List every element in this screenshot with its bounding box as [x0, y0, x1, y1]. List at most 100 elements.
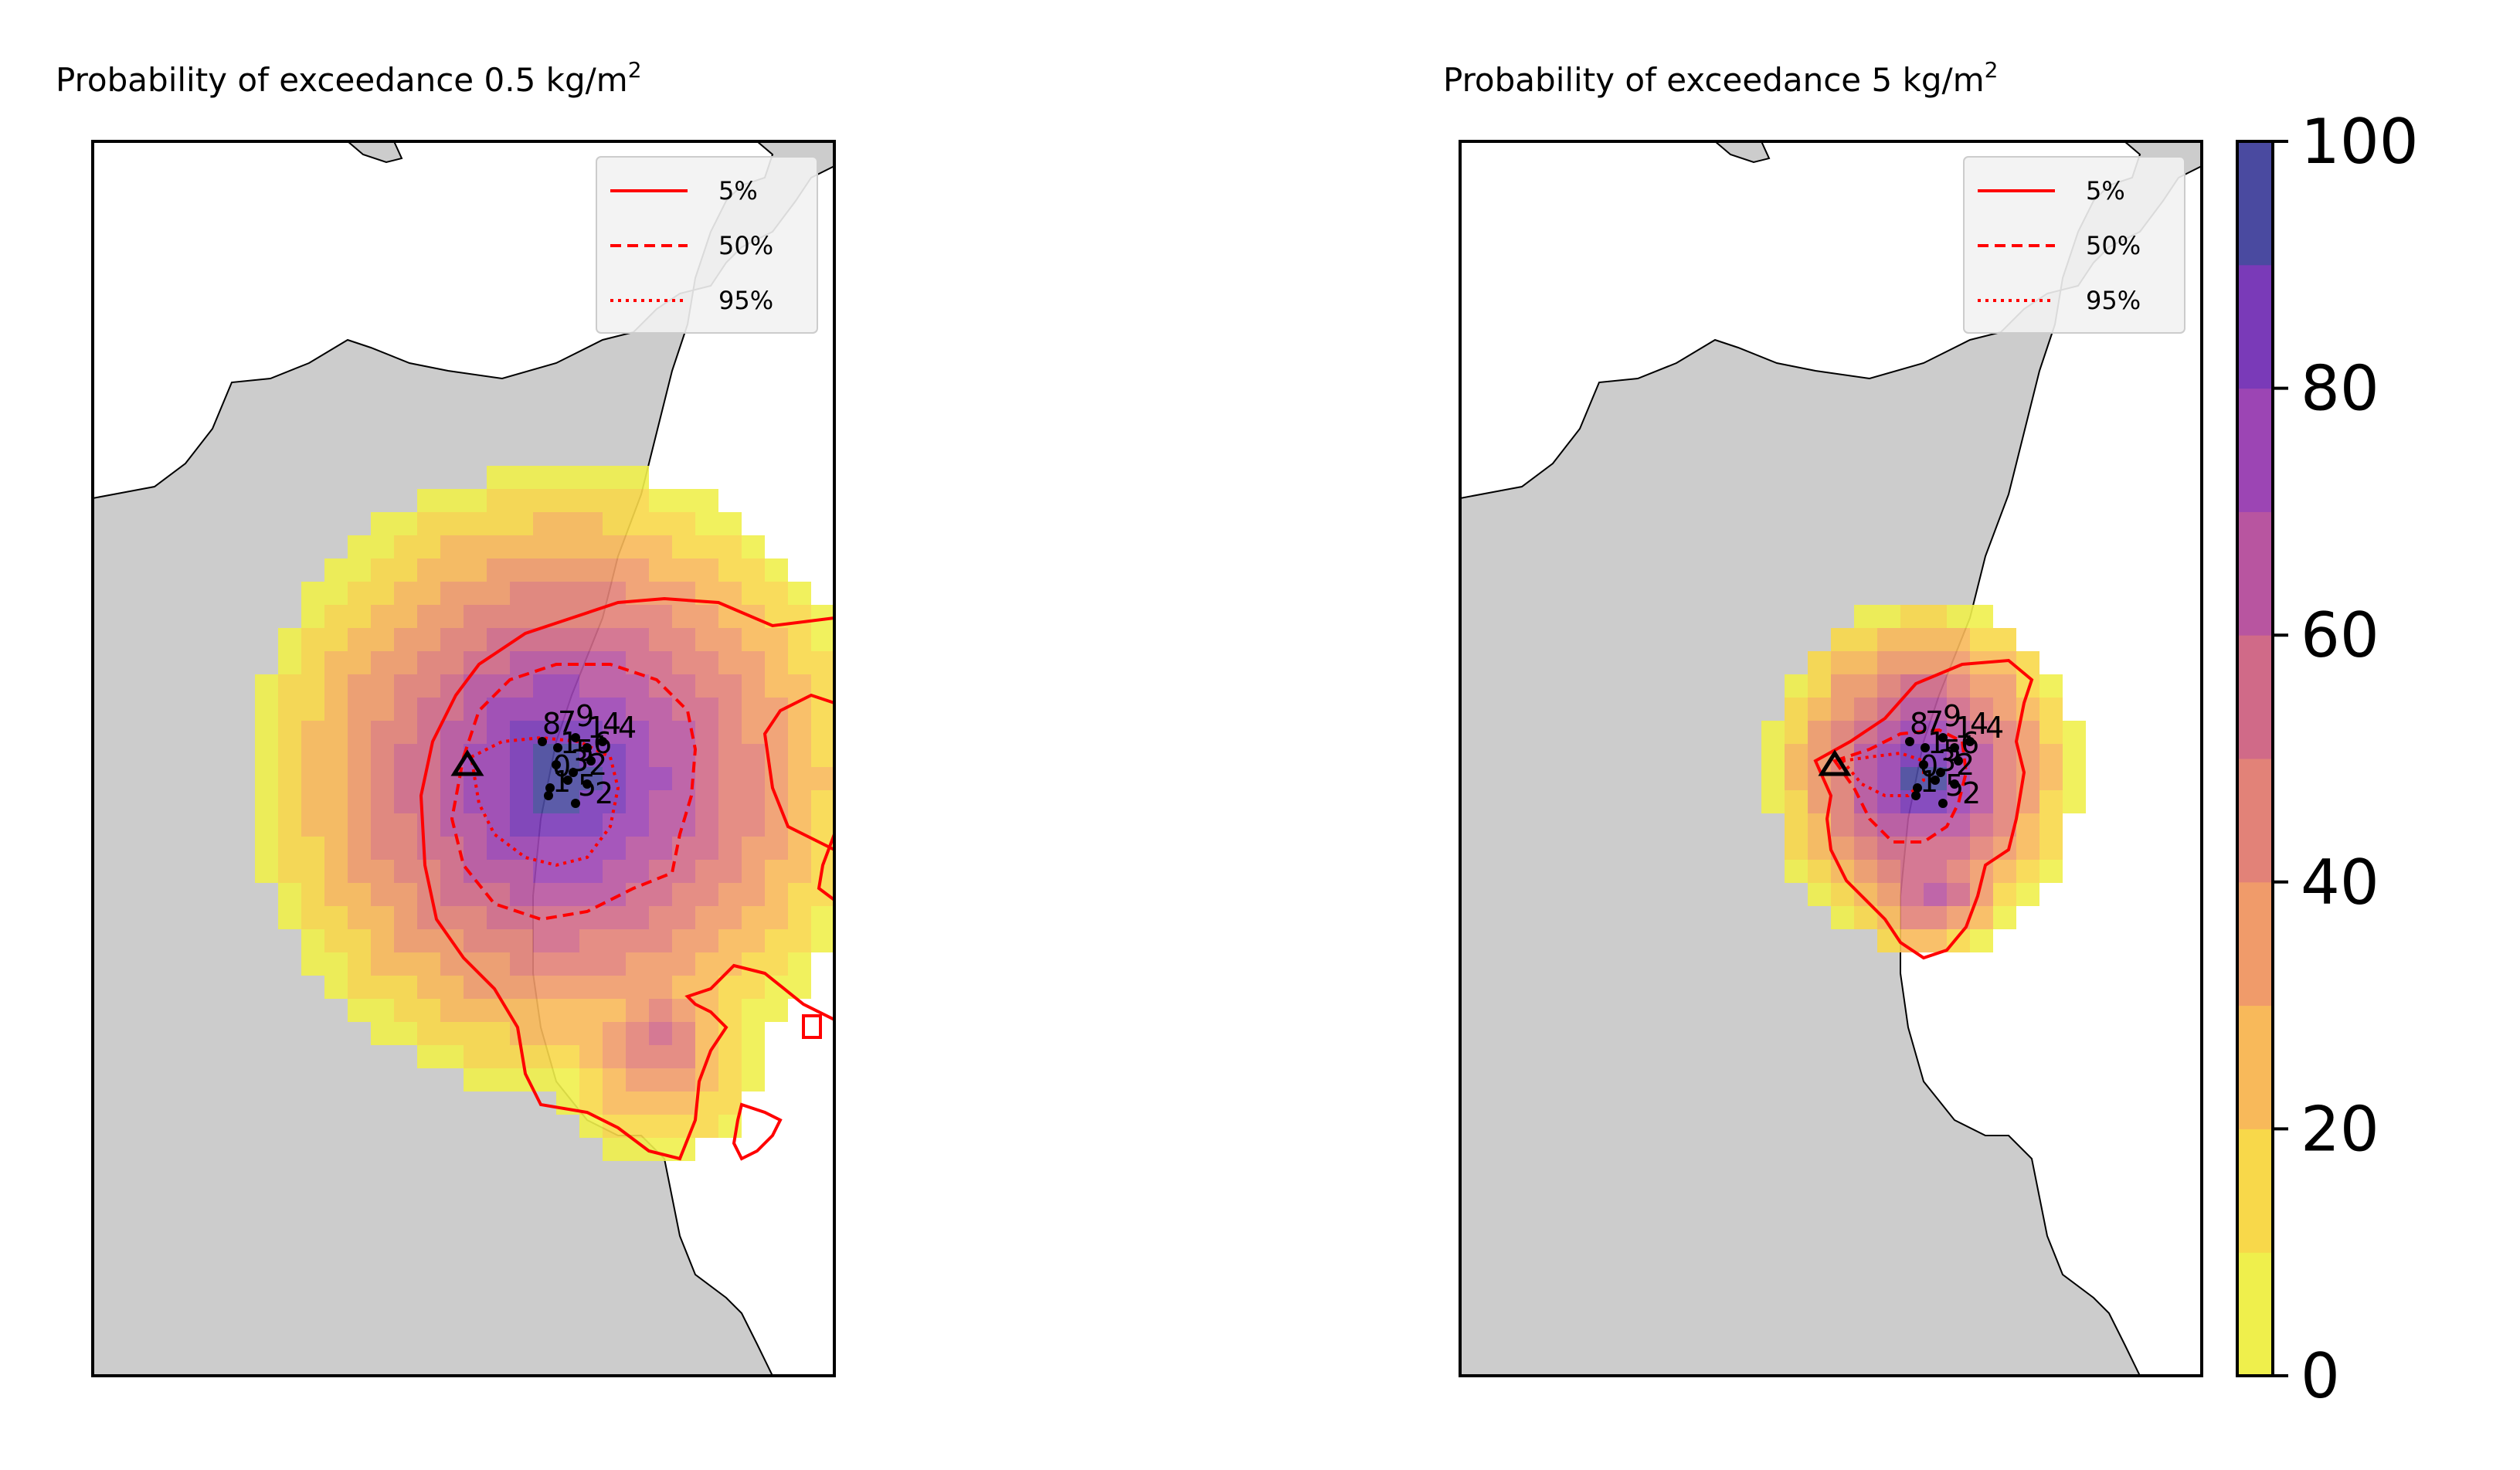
heat-cell: [765, 883, 788, 906]
heat-cell: [510, 651, 533, 674]
heat-cell: [510, 952, 533, 976]
heat-cell: [324, 674, 348, 698]
heat-cell: [603, 906, 626, 929]
heat-cell: [464, 976, 487, 999]
heat-cell: [649, 1091, 672, 1115]
heat-cell: [1831, 767, 1854, 790]
heat-cell: [1993, 628, 2016, 651]
heat-cell: [2039, 767, 2063, 790]
heat-cell: [348, 535, 371, 558]
heat-cell: [649, 999, 672, 1022]
heat-cell: [811, 813, 834, 837]
heat-cell: [1854, 698, 1877, 721]
heat-cell: [255, 837, 278, 860]
heat-cell: [1947, 883, 1970, 906]
vent-markers-left: [450, 733, 607, 808]
heat-cell: [1831, 698, 1854, 721]
heat-cell: [1877, 790, 1900, 813]
heat-cell: [1808, 651, 1831, 674]
heat-cell: [811, 628, 834, 651]
heat-cell: [603, 883, 626, 906]
heat-cell: [1761, 721, 1785, 744]
heat-cell: [2016, 767, 2039, 790]
heat-cell: [255, 698, 278, 721]
heat-cell: [603, 744, 626, 767]
heat-cell: [348, 976, 371, 999]
heat-cell: [348, 906, 371, 929]
heat-cell: [1877, 651, 1900, 674]
heat-cell: [348, 790, 371, 813]
heat-cell: [1877, 767, 1900, 790]
heat-cell: [1970, 628, 1993, 651]
heat-cell: [1900, 698, 1924, 721]
heat-cell: [695, 906, 718, 929]
heat-cell: [579, 837, 603, 860]
heat-cell: [1970, 790, 1993, 813]
heat-cell: [348, 999, 371, 1022]
heat-cell: [464, 489, 487, 512]
heat-cell: [742, 929, 765, 952]
heat-cell: [649, 1045, 672, 1068]
heat-cell: [788, 767, 811, 790]
heat-cell: [348, 558, 371, 582]
heat-cell: [371, 605, 394, 628]
heat-cell: [487, 582, 510, 605]
heat-cell: [371, 906, 394, 929]
heat-cell: [672, 999, 695, 1022]
heat-cell: [649, 721, 672, 744]
heat-cell: [1900, 628, 1924, 651]
heat-cell: [464, 837, 487, 860]
heat-cell: [301, 744, 324, 767]
heat-cell: [301, 628, 324, 651]
heat-cell: [649, 906, 672, 929]
heat-cell: [533, 929, 556, 952]
heat-cell: [1900, 837, 1924, 860]
heat-cell: [1831, 813, 1854, 837]
heat-cell: [1947, 860, 1970, 883]
vent-label: 1: [1920, 765, 1938, 799]
heat-cell: [533, 1022, 556, 1045]
heat-cell: [788, 582, 811, 605]
heat-cell: [440, 558, 464, 582]
heat-cell: [765, 721, 788, 744]
heat-cell: [487, 883, 510, 906]
heat-cell: [742, 837, 765, 860]
heat-cell: [464, 558, 487, 582]
heat-cell: [324, 558, 348, 582]
heat-cell: [672, 1091, 695, 1115]
heat-cell: [742, 721, 765, 744]
heat-cell: [533, 512, 556, 535]
heat-cell: [487, 952, 510, 976]
heat-cell: [348, 837, 371, 860]
colorbar-band: [2237, 1252, 2273, 1377]
heat-cell: [1808, 674, 1831, 698]
heat-cell: [1808, 721, 1831, 744]
heat-cell: [348, 767, 371, 790]
heat-cell: [1924, 651, 1947, 674]
heat-cell: [695, 1022, 718, 1045]
heat-cell: [278, 767, 301, 790]
heat-cell: [533, 837, 556, 860]
heat-cell: [464, 1022, 487, 1045]
heat-cell: [440, 952, 464, 976]
heat-cell: [2039, 813, 2063, 837]
map-left: Probability of exceedance 0.5 kg/m2: [56, 57, 836, 1377]
heat-cell: [348, 605, 371, 628]
heat-cell: [626, 466, 649, 489]
heat-cell: [1831, 883, 1854, 906]
heat-cell: [1877, 813, 1900, 837]
heat-cell: [1808, 860, 1831, 883]
heat-cell: [695, 674, 718, 698]
heat-cell: [278, 790, 301, 813]
heat-cell: [626, 605, 649, 628]
heat-cell: [394, 790, 417, 813]
heat-cell: [533, 860, 556, 883]
heat-cell: [672, 628, 695, 651]
heat-cell: [301, 767, 324, 790]
map-right-title: Probability of exceedance 5 kg/m2: [1443, 57, 1998, 99]
heat-cell: [788, 628, 811, 651]
heat-cell: [603, 558, 626, 582]
heat-cell: [278, 837, 301, 860]
heat-cell: [464, 952, 487, 976]
heat-cell: [788, 744, 811, 767]
